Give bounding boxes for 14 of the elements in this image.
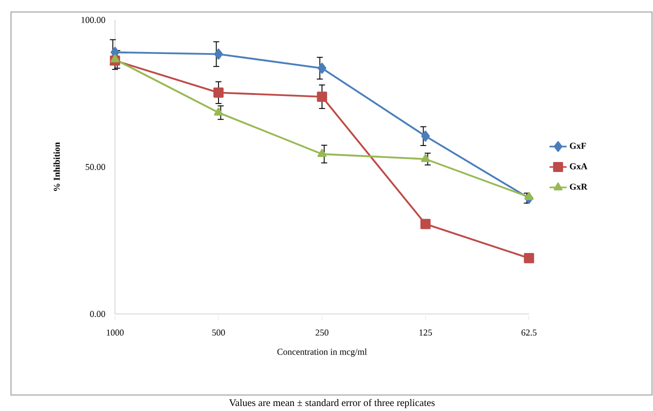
x-tick-label: 125 <box>420 329 432 336</box>
legend-label: GxR <box>570 184 588 190</box>
x-tick-label: 500 <box>212 329 225 336</box>
legend-label: GxA <box>570 163 588 170</box>
y-axis-title: % Inhibition <box>53 142 60 191</box>
x-axis-title: Concentration in mcg/ml <box>277 348 367 356</box>
text: Values are mean ± standard error of three replicates <box>229 398 435 408</box>
y-tick-label: 50.00 <box>86 164 106 170</box>
legend-label: GxF <box>570 142 586 149</box>
x-tick-label: 250 <box>316 329 328 336</box>
x-tick-label: 62.5 <box>522 329 537 336</box>
y-tick-label: 100.00 <box>82 16 106 23</box>
x-tick-label: 1000 <box>106 329 124 336</box>
y-tick-label: 0.00 <box>90 310 106 317</box>
